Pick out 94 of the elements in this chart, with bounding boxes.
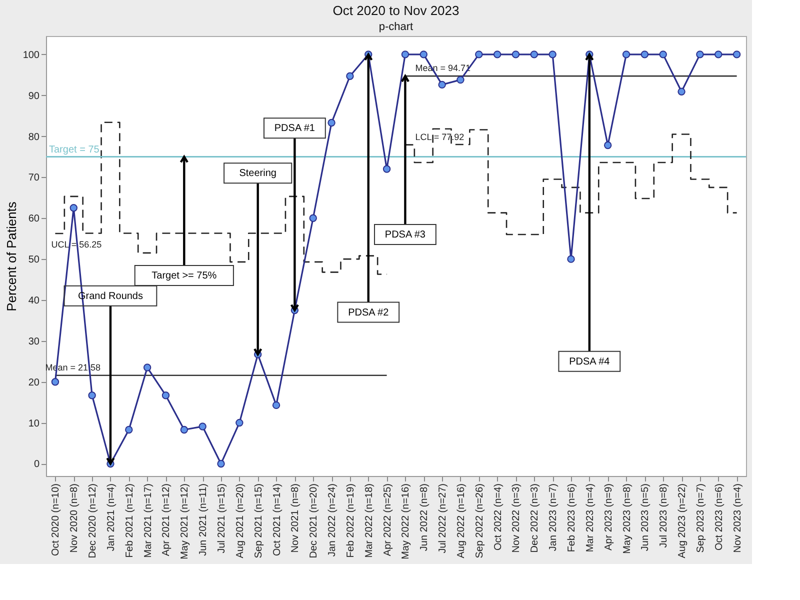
x-tick-label: May 2022 (n=16) — [400, 484, 412, 560]
x-tick-label: Nov 2022 (n=3) — [511, 484, 522, 553]
point — [51, 378, 60, 386]
x-tick-label: Jul 2022 (n=27) — [438, 484, 449, 554]
y-tick-label: 100 — [22, 50, 40, 61]
point — [125, 426, 133, 434]
x-tick-label: Sep 2021 (n=15) — [253, 484, 264, 558]
point — [272, 401, 280, 410]
point — [659, 50, 667, 58]
point — [678, 88, 686, 96]
point — [438, 80, 446, 89]
x-tick-label: Jul 2021 (n=15) — [216, 484, 228, 554]
point — [420, 50, 428, 58]
y-tick-label: 0 — [34, 459, 40, 470]
y-tick-label: 80 — [28, 132, 40, 143]
point — [732, 50, 741, 58]
x-tick-label: Nov 2020 (n=8) — [69, 484, 80, 553]
x-tick-label: Jun 2022 (n=8) — [419, 484, 430, 552]
point — [382, 165, 391, 173]
annotation: PDSA #4 — [569, 356, 610, 368]
x-tick-label: Sep 2022 (n=26) — [474, 484, 486, 558]
x-tick-label: Feb 2023 (n=6) — [566, 484, 578, 552]
point — [475, 50, 483, 58]
annotation: PDSA #3 — [384, 230, 426, 241]
x-tick-label: Nov 2021 (n=8) — [290, 484, 302, 553]
x-tick-label: Oct 2021 (n=14) — [272, 484, 283, 556]
x-tick-label: Jan 2023 (n=7) — [548, 484, 560, 552]
point — [714, 50, 722, 58]
point — [236, 418, 244, 427]
x-tick-label: Mar 2022 (n=18) — [364, 484, 375, 558]
x-tick-label: Jul 2023 (n=8) — [658, 484, 670, 548]
x-tick-label: Apr 2021 (n=12) — [161, 484, 172, 556]
y-tick-label: 70 — [28, 172, 40, 184]
x-tick-label: Mar 2023 (n=4) — [584, 484, 596, 552]
point — [456, 76, 464, 84]
point — [198, 422, 206, 430]
y-axis-title: Percent of Patients — [4, 201, 19, 312]
annotation: Target >= 75% — [152, 270, 217, 282]
point — [309, 214, 317, 222]
x-tick-label: Feb 2022 (n=19) — [345, 484, 356, 558]
annotation: PDSA #1 — [274, 123, 316, 134]
point — [162, 392, 170, 400]
point — [346, 72, 354, 80]
x-tick-label: Apr 2023 (n=9) — [603, 484, 614, 550]
x-tick-label: Dec 2021 (n=20) — [308, 484, 320, 558]
x-tick-label: Dec 2020 (n=12) — [88, 484, 99, 558]
point — [696, 50, 704, 58]
ref-line-label: Target = 75 — [49, 144, 100, 156]
y-tick-label: 30 — [28, 336, 40, 348]
point — [217, 460, 225, 468]
y-tick-label: 90 — [28, 90, 40, 102]
point — [143, 364, 152, 372]
x-tick-label: May 2023 (n=8) — [622, 484, 633, 554]
x-tick-label: Jun 2023 (n=5) — [640, 484, 652, 552]
point — [328, 118, 336, 127]
point — [493, 50, 502, 58]
annotation: PDSA #2 — [348, 307, 390, 318]
x-tick-label: Aug 2022 (n=16) — [456, 484, 467, 558]
point — [70, 204, 78, 212]
x-tick-label: Dec 2022 (n=3) — [530, 484, 541, 553]
point — [640, 50, 649, 58]
point — [180, 426, 188, 434]
y-tick-label: 50 — [28, 254, 40, 266]
point — [604, 141, 612, 150]
point — [88, 392, 96, 400]
x-tick-label: Jun 2021 (n=11) — [198, 484, 210, 556]
x-tick-label: Mar 2021 (n=17) — [142, 484, 154, 558]
series-label: UCL = 56.25 — [51, 239, 102, 250]
y-tick-label: 10 — [28, 418, 40, 430]
point — [622, 50, 630, 58]
y-tick-label: 60 — [28, 214, 40, 225]
series-label: LCL = 77.92 — [415, 132, 464, 142]
annotation: Steering — [239, 168, 276, 180]
point — [567, 255, 575, 263]
x-tick-label: Apr 2022 (n=25) — [382, 484, 394, 556]
x-tick-label: Oct 2023 (n=6) — [714, 484, 725, 550]
point — [401, 50, 410, 58]
point — [548, 50, 556, 58]
x-tick-label: Aug 2021 (n=20) — [234, 484, 246, 558]
x-tick-label: May 2021 (n=12) — [180, 484, 191, 560]
chart-subtitle: p-chart — [378, 21, 414, 33]
x-tick-label: Oct 2022 (n=4) — [492, 484, 504, 550]
y-tick-label: 20 — [28, 377, 40, 388]
point — [530, 50, 538, 58]
point — [512, 50, 520, 58]
x-tick-label: Oct 2020 (n=10) — [50, 484, 62, 556]
chart-title: Oct 2020 to Nov 2023 — [332, 3, 460, 18]
x-tick-label: Nov 2023 (n=4) — [732, 484, 744, 553]
y-tick-label: 40 — [28, 296, 40, 306]
x-tick-label: Jan 2021 (n=4) — [106, 484, 117, 552]
x-tick-label: Aug 2023 (n=22) — [677, 484, 688, 558]
x-tick-label: Jan 2022 (n=24) — [327, 484, 338, 557]
x-tick-label: Feb 2021 (n=12) — [124, 484, 136, 558]
x-tick-label: Sep 2023 (n=7) — [695, 484, 706, 553]
